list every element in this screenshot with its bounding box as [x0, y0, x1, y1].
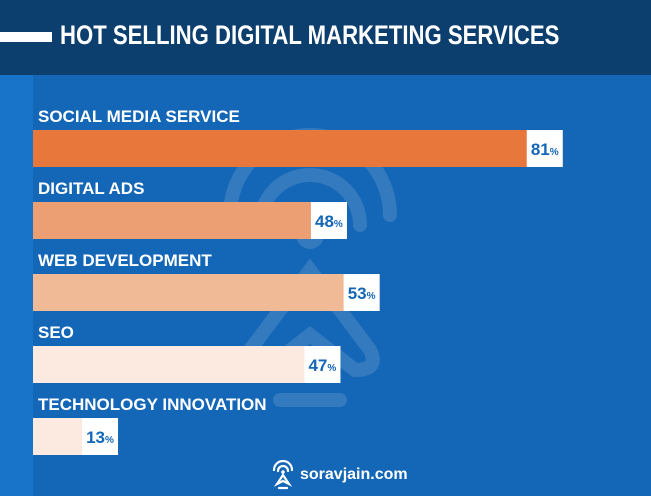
- value-label: 13%: [86, 428, 114, 447]
- bar: [33, 130, 563, 167]
- value-label-box: [343, 274, 380, 311]
- value-label: 48%: [315, 212, 343, 231]
- category-label: SEO: [38, 323, 74, 342]
- brand-name: soravjain.com: [300, 466, 408, 483]
- category-label: SOCIAL MEDIA SERVICE: [38, 107, 240, 126]
- brand-logo-icon: [272, 460, 294, 490]
- category-label: DIGITAL ADS: [38, 179, 144, 198]
- value-label-box: [82, 418, 119, 455]
- category-label: TECHNOLOGY INNOVATION: [38, 395, 267, 414]
- left-accent-strip: [0, 75, 33, 496]
- header-banner: HOT SELLING DIGITAL MARKETING SERVICES: [0, 0, 651, 75]
- value-label: 47%: [308, 356, 336, 375]
- value-label-box: [304, 346, 341, 383]
- value-label-box: [310, 202, 347, 239]
- bar: [33, 202, 347, 239]
- bar: [33, 274, 380, 311]
- footer-brand: soravjain.com: [270, 458, 408, 492]
- value-label: 81%: [531, 140, 559, 159]
- chart-title: HOT SELLING DIGITAL MARKETING SERVICES: [60, 20, 560, 50]
- header-accent-bar: [0, 32, 52, 42]
- value-label-box: [526, 130, 563, 167]
- category-label: WEB DEVELOPMENT: [38, 251, 212, 270]
- bar: [33, 346, 341, 383]
- value-label: 53%: [348, 284, 376, 303]
